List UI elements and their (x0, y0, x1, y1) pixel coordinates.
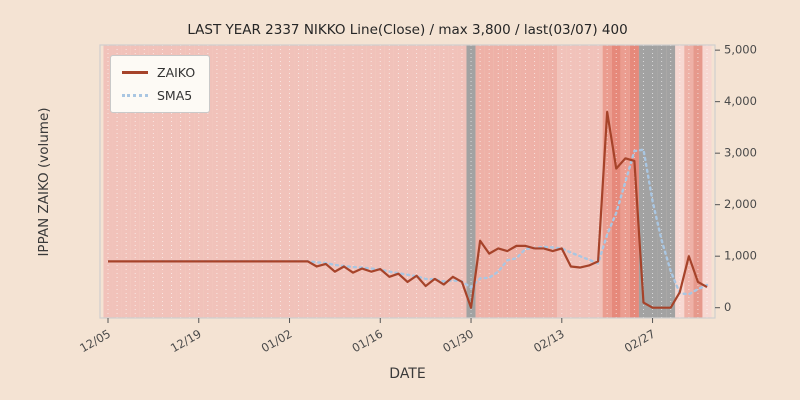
zaiko-line-icon (122, 71, 148, 74)
legend-item-zaiko: ZAIKO (122, 65, 195, 80)
zaiko-line (108, 110, 708, 309)
x-tick-labels: 12/05 12/19 01/02 01/16 01/30 02/13 02/27 (77, 318, 658, 356)
legend-label-sma5: SMA5 (157, 88, 193, 103)
day-gridlines (107, 45, 708, 318)
chart-title: LAST YEAR 2337 NIKKO Line(Close) / max 3… (187, 22, 628, 38)
svg-text:0: 0 (724, 300, 731, 314)
sma5-line (143, 148, 709, 296)
svg-text:01/02: 01/02 (259, 327, 295, 356)
legend: ZAIKO SMA5 (110, 55, 211, 113)
svg-text:2,000: 2,000 (724, 197, 757, 211)
legend-item-sma5: SMA5 (122, 88, 195, 103)
svg-text:01/30: 01/30 (440, 327, 476, 356)
svg-text:3,000: 3,000 (724, 146, 757, 160)
svg-text:5,000: 5,000 (724, 43, 757, 57)
legend-label-zaiko: ZAIKO (157, 65, 196, 80)
svg-text:1,000: 1,000 (724, 249, 757, 263)
x-axis-label: DATE (389, 366, 426, 382)
svg-text:4,000: 4,000 (724, 94, 757, 108)
svg-text:12/19: 12/19 (168, 327, 204, 356)
svg-text:01/16: 01/16 (350, 327, 386, 356)
svg-text:12/05: 12/05 (77, 327, 113, 356)
y-tick-labels: 0 1,000 2,000 3,000 4,000 5,000 (715, 43, 757, 314)
sma5-line-icon (122, 94, 148, 97)
plot-frame (99, 44, 716, 319)
svg-text:02/13: 02/13 (531, 327, 567, 356)
svg-text:02/27: 02/27 (622, 327, 658, 356)
